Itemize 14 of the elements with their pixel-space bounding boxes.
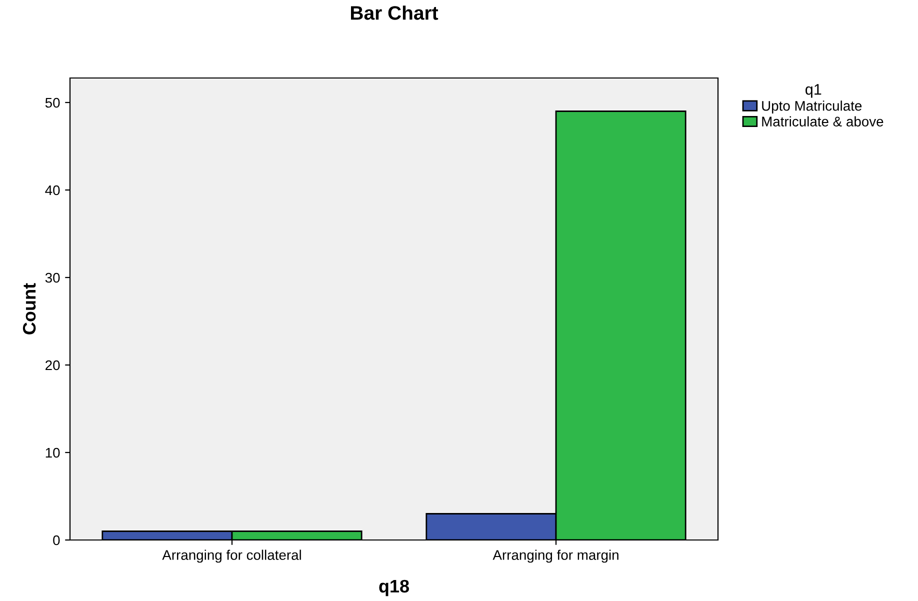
- legend-label: Matriculate & above: [762, 116, 884, 126]
- y-tick-label: 0: [53, 535, 60, 546]
- y-tick-label: 30: [45, 272, 60, 283]
- legend-title: q1: [806, 84, 822, 98]
- legend-label: Upto Matriculate: [762, 100, 862, 114]
- x-tick-label: Arranging for collateral: [162, 550, 301, 563]
- chart-title: Bar Chart: [351, 6, 438, 20]
- x-tick-label: Arranging for margin: [492, 550, 618, 563]
- y-tick-label: 20: [46, 360, 60, 370]
- y-tick-label: 50: [45, 98, 60, 108]
- x-axis-title: q18: [379, 580, 410, 596]
- y-tick-label: 40: [45, 185, 60, 196]
- y-tick-label: 10: [46, 448, 60, 458]
- y-axis-title: Count: [22, 283, 36, 334]
